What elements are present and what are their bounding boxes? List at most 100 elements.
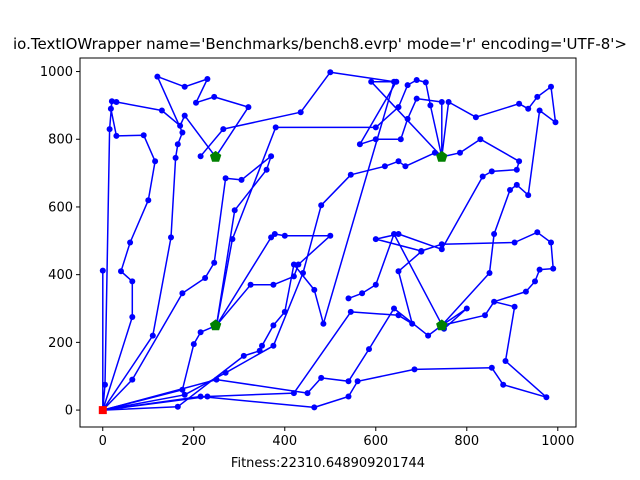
customer-point (149, 332, 156, 339)
customer-point (202, 275, 209, 281)
customer-point (320, 320, 327, 327)
customer-point (204, 76, 211, 82)
customer-point (513, 181, 520, 188)
customer-point (411, 366, 418, 373)
customer-point (240, 352, 247, 359)
customer-point (516, 100, 523, 107)
customer-point (347, 308, 354, 315)
customer-point (431, 149, 438, 156)
customer-point (511, 239, 518, 246)
customer-point (197, 329, 204, 336)
customer-point (327, 69, 334, 76)
customer-point (211, 93, 218, 100)
customer-point (366, 346, 372, 353)
customer-point (256, 347, 263, 354)
customer-point (372, 124, 379, 131)
customer-point (290, 390, 297, 397)
customer-point (172, 154, 179, 161)
customer-point (550, 265, 557, 272)
customer-point (220, 126, 227, 133)
customer-point (543, 394, 550, 401)
customer-point (263, 166, 270, 173)
customer-point (525, 192, 532, 199)
customer-point (534, 93, 541, 100)
customer-point (179, 386, 186, 393)
customer-point (402, 163, 409, 170)
x-tick-label: 0 (99, 434, 107, 449)
customer-point (318, 202, 325, 209)
customer-point (395, 158, 402, 165)
customer-point (391, 231, 397, 237)
customer-point (177, 122, 184, 129)
customer-point (129, 376, 136, 383)
route-line-9 (375, 138, 554, 327)
route-line-15 (359, 80, 443, 158)
x-axis-ticks: 0 200 400 600 800 1000 (99, 427, 574, 449)
customer-point (145, 197, 152, 204)
customer-point (152, 158, 159, 165)
customer-point (418, 248, 425, 255)
customer-point (268, 153, 275, 160)
customer-points-layer (99, 69, 559, 414)
customer-point (513, 166, 520, 173)
x-tick-label: 600 (363, 434, 388, 449)
customer-point (290, 261, 297, 268)
customer-point (393, 78, 400, 85)
customer-point (127, 239, 134, 246)
customer-point (174, 141, 181, 148)
customer-point (491, 298, 498, 305)
customer-point (304, 390, 311, 397)
charging-station-marker (209, 319, 222, 331)
customer-point (168, 234, 174, 241)
customer-point (359, 290, 366, 297)
customer-point (511, 303, 518, 310)
customer-point (372, 281, 379, 288)
customer-point (548, 239, 554, 246)
y-tick-label: 600 (48, 200, 73, 215)
customer-point (154, 73, 161, 80)
customer-point (381, 163, 388, 170)
customer-point (345, 378, 352, 385)
customer-point (457, 149, 463, 156)
customer-point (479, 173, 486, 180)
customer-point (548, 83, 554, 90)
customer-point (391, 305, 397, 312)
customer-point (413, 95, 420, 102)
customer-point (422, 79, 429, 86)
customer-point (222, 369, 229, 376)
customer-point (552, 119, 559, 126)
customer-point (102, 381, 108, 388)
customer-point (229, 236, 236, 243)
y-tick-label: 800 (48, 133, 73, 148)
route-line-8 (102, 152, 443, 411)
customer-point (502, 358, 509, 364)
x-tick-label: 800 (454, 434, 479, 449)
customer-point (522, 288, 529, 295)
customer-point (174, 403, 181, 410)
customer-point (190, 341, 197, 348)
customer-point (536, 266, 543, 273)
customer-point (113, 132, 120, 139)
chart-title: io.TextIOWrapper name='Benchmarks/bench8… (13, 35, 627, 53)
customer-point (108, 98, 115, 105)
y-tick-label: 200 (48, 336, 73, 351)
customer-point (395, 231, 402, 237)
charging-station-marker (436, 319, 448, 331)
customer-point (179, 129, 186, 136)
customer-point (491, 231, 498, 237)
customer-point (404, 115, 411, 122)
customer-point (297, 109, 304, 116)
customer-point (222, 175, 229, 182)
customer-point (245, 104, 252, 111)
customer-point (472, 114, 479, 121)
customer-point (354, 378, 361, 385)
customer-point (106, 126, 113, 133)
customer-point (247, 281, 254, 288)
customer-point (482, 312, 488, 319)
y-tick-label: 0 (65, 404, 73, 419)
customer-point (477, 136, 484, 143)
customer-point (532, 278, 538, 285)
customer-point (345, 393, 352, 400)
customer-point (211, 259, 218, 266)
